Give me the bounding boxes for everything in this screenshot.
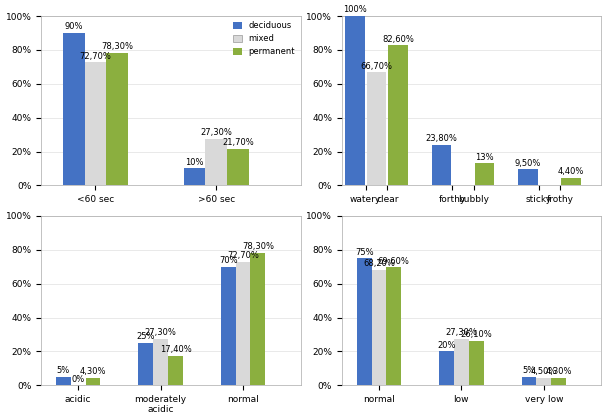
- Bar: [86, 378, 101, 385]
- Text: 78,30%: 78,30%: [242, 242, 274, 251]
- Text: 4,30%: 4,30%: [545, 368, 572, 376]
- Bar: [236, 262, 251, 385]
- Bar: [387, 268, 401, 385]
- Bar: [518, 169, 538, 185]
- Bar: [63, 33, 84, 185]
- Text: 9,50%: 9,50%: [515, 159, 541, 168]
- Text: 82,60%: 82,60%: [382, 35, 414, 44]
- Bar: [153, 339, 168, 385]
- Bar: [84, 62, 106, 185]
- Text: 27,30%: 27,30%: [144, 328, 177, 337]
- Bar: [183, 168, 205, 185]
- Bar: [432, 145, 451, 185]
- Text: 66,70%: 66,70%: [361, 62, 393, 71]
- Bar: [106, 53, 128, 185]
- Text: 21,70%: 21,70%: [222, 138, 254, 147]
- Text: 5%: 5%: [57, 366, 70, 375]
- Bar: [454, 339, 469, 385]
- Bar: [371, 270, 387, 385]
- Bar: [551, 378, 566, 385]
- Text: 5%: 5%: [522, 366, 535, 375]
- Text: 72,70%: 72,70%: [227, 252, 259, 260]
- Bar: [221, 267, 236, 385]
- Text: 10%: 10%: [185, 158, 204, 167]
- Text: 25%: 25%: [137, 332, 155, 341]
- Text: 90%: 90%: [64, 22, 83, 31]
- Bar: [357, 258, 371, 385]
- Text: 0%: 0%: [72, 375, 85, 383]
- Bar: [138, 343, 153, 385]
- Text: 75%: 75%: [355, 248, 373, 257]
- Text: 78,30%: 78,30%: [101, 42, 133, 51]
- Text: 4,30%: 4,30%: [80, 368, 106, 376]
- Bar: [205, 139, 227, 185]
- Text: 13%: 13%: [475, 153, 494, 162]
- Text: 23,80%: 23,80%: [426, 134, 457, 143]
- Bar: [227, 149, 249, 185]
- Bar: [475, 163, 494, 185]
- Bar: [561, 178, 581, 185]
- Bar: [537, 378, 551, 385]
- Legend: deciduous, mixed, permanent: deciduous, mixed, permanent: [230, 18, 298, 60]
- Bar: [345, 16, 365, 185]
- Text: 20%: 20%: [437, 341, 456, 350]
- Text: 4,50%: 4,50%: [531, 367, 557, 376]
- Bar: [56, 377, 71, 385]
- Bar: [367, 72, 386, 185]
- Text: 26,10%: 26,10%: [460, 331, 492, 339]
- Text: 72,70%: 72,70%: [80, 52, 112, 60]
- Text: 70%: 70%: [219, 256, 237, 265]
- Text: 17,40%: 17,40%: [160, 345, 191, 354]
- Bar: [521, 377, 537, 385]
- Text: 27,30%: 27,30%: [200, 129, 232, 137]
- Bar: [388, 45, 408, 185]
- Text: 100%: 100%: [343, 5, 367, 14]
- Bar: [251, 253, 265, 385]
- Text: 27,30%: 27,30%: [446, 328, 477, 337]
- Text: 68,20%: 68,20%: [363, 259, 395, 268]
- Text: 69,60%: 69,60%: [378, 257, 410, 266]
- Text: 4,40%: 4,40%: [558, 167, 585, 176]
- Bar: [439, 352, 454, 385]
- Bar: [168, 356, 183, 385]
- Bar: [469, 341, 484, 385]
